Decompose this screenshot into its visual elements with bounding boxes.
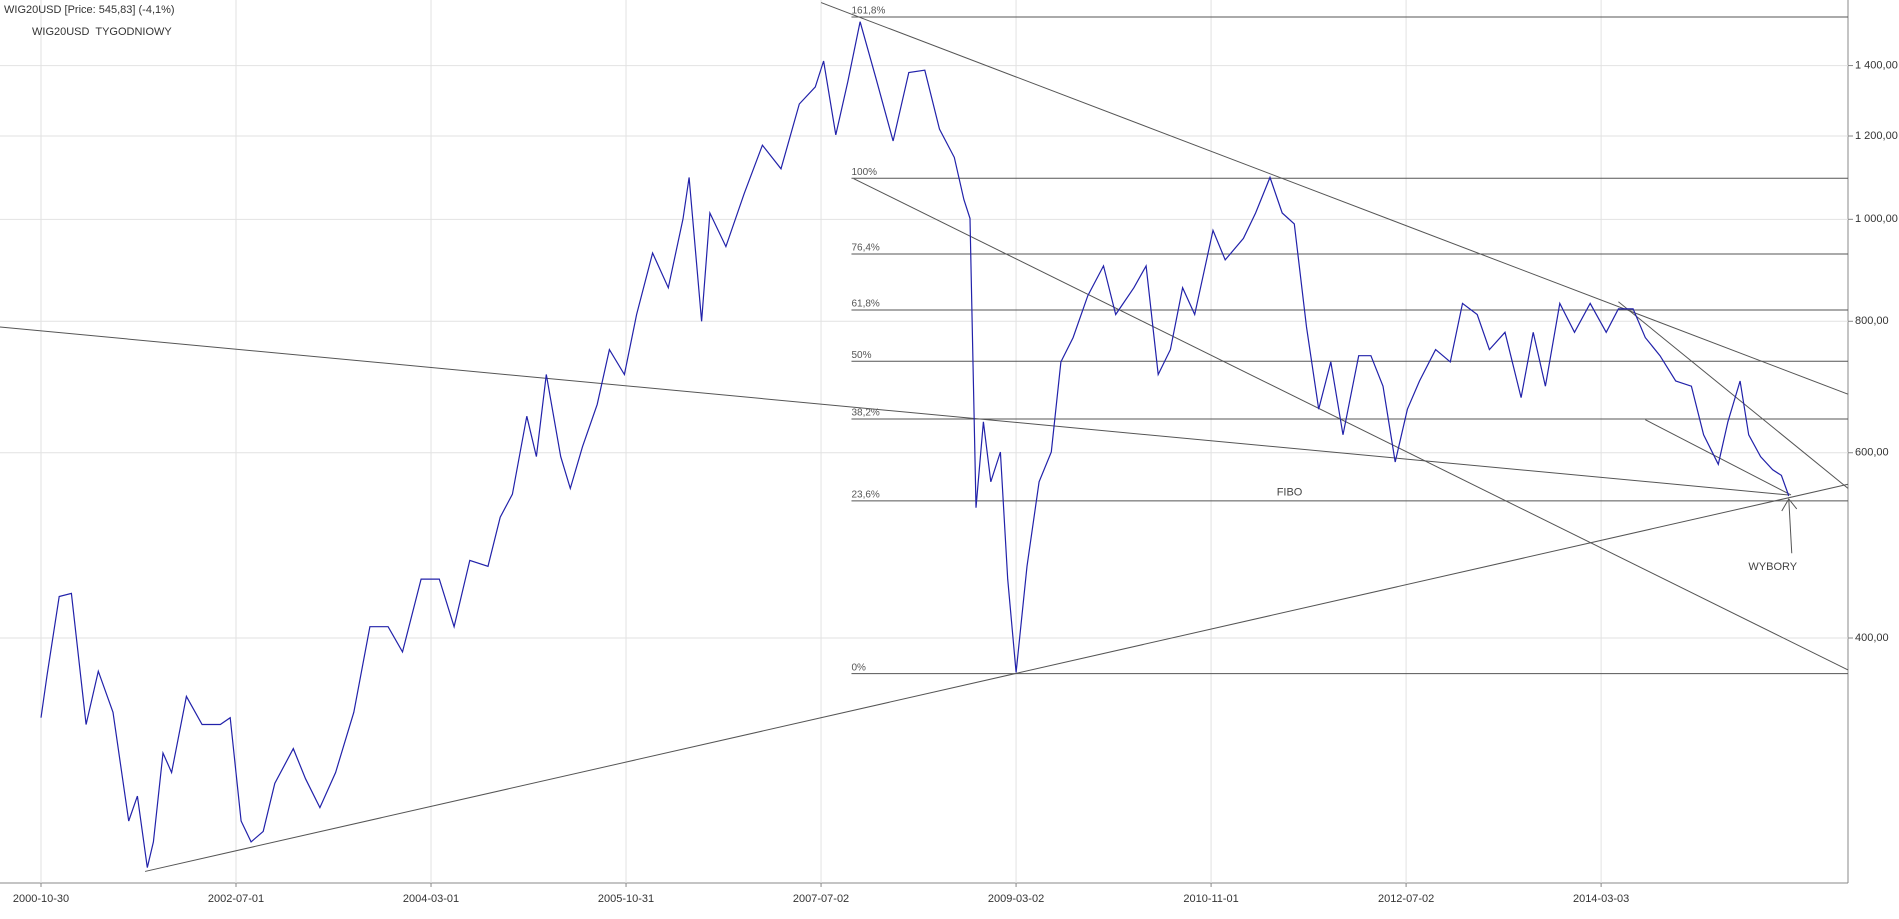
fibonacci-label: 23,6% bbox=[851, 490, 879, 501]
fibonacci-label: 161,8% bbox=[851, 6, 885, 17]
trend-line bbox=[1618, 301, 1849, 489]
y-tick-label: 400,00 bbox=[1855, 632, 1889, 644]
x-tick-label: 2012-07-02 bbox=[1378, 893, 1434, 905]
plot bbox=[40, 21, 1790, 868]
overlay: 161,8% 100% 76,4% 61,8% 50% 38,2% 23,6% 0% FIBO W… bbox=[0, 2, 1849, 872]
y-tick-label: 800,00 bbox=[1855, 315, 1889, 327]
x-tick-label: 2009-03-02 bbox=[988, 893, 1044, 905]
chart-title: WIG20USD [Price: 545,83] (-4,1%) bbox=[4, 4, 175, 16]
y-tick-label: 1 200,00 bbox=[1855, 130, 1898, 142]
y-tick-label: 1 000,00 bbox=[1855, 213, 1898, 225]
trend-line bbox=[853, 178, 1849, 671]
x-tick-label: 2007-07-02 bbox=[793, 893, 849, 905]
chart-subtitle: WIG20USD TYGODNIOWY bbox=[32, 26, 172, 38]
trend-line bbox=[0, 326, 1789, 496]
fibonacci-label: 100% bbox=[851, 167, 877, 178]
trend-line bbox=[144, 483, 1849, 872]
trend-line bbox=[820, 2, 1849, 395]
y-tick-label: 1 400,00 bbox=[1855, 59, 1898, 71]
fibonacci-label: 0% bbox=[851, 662, 866, 673]
annotation: FIBO bbox=[1277, 486, 1303, 498]
x-tick-label: 2010-11-01 bbox=[1183, 893, 1238, 905]
x-tick-label: 2000-10-30 bbox=[13, 893, 69, 905]
x-tick-label: 2014-03-03 bbox=[1573, 893, 1629, 905]
y-tick-label: 600,00 bbox=[1855, 447, 1889, 459]
fibonacci-label: 76,4% bbox=[851, 243, 879, 254]
annotation-arrow bbox=[1781, 498, 1798, 554]
x-tick-label: 2002-07-01 bbox=[208, 893, 264, 905]
annotation: WYBORY bbox=[1748, 561, 1797, 573]
fibonacci-label: 50% bbox=[851, 350, 871, 361]
x-tick-label: 2004-03-01 bbox=[403, 893, 459, 905]
trend-line bbox=[1645, 419, 1792, 496]
x-tick-label: 2005-10-31 bbox=[598, 893, 654, 905]
fibonacci-label: 38,2% bbox=[851, 408, 879, 419]
price-line bbox=[40, 21, 1790, 868]
fibonacci-label: 61,8% bbox=[851, 299, 879, 310]
